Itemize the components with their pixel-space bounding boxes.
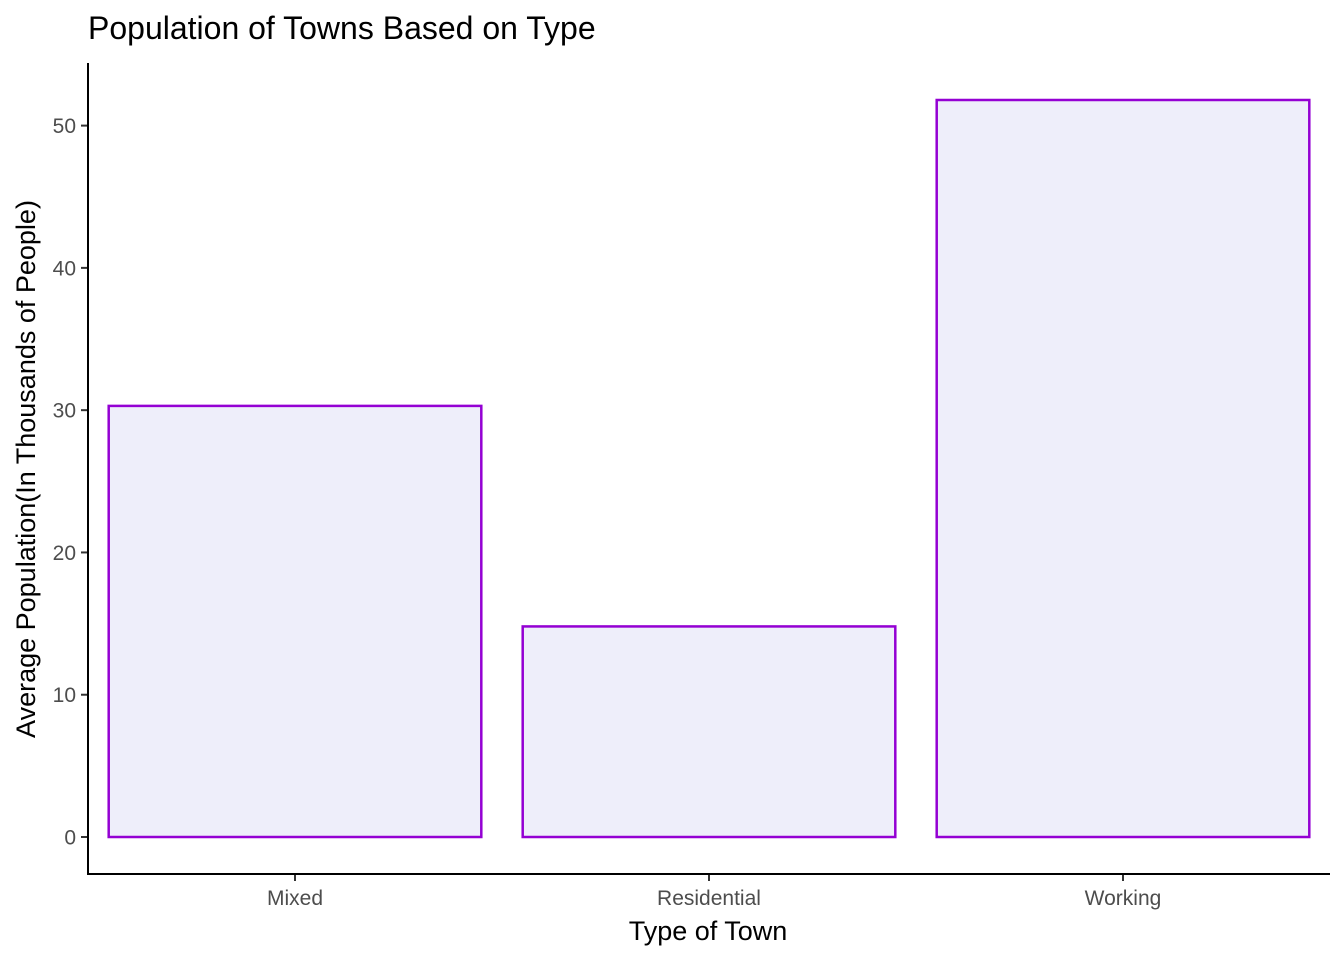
y-tick-label: 20 <box>53 542 76 565</box>
x-axis-ticks: Mixed Residential Working <box>267 874 1161 910</box>
y-tick-label: 30 <box>53 400 76 423</box>
x-tick-label: Residential <box>657 887 761 910</box>
bars-group <box>107 98 1311 839</box>
bar-mixed <box>107 404 483 839</box>
bar-working <box>935 98 1311 839</box>
x-tick-label: Mixed <box>267 887 323 910</box>
y-axis-title: Average Population(In Thousands of Peopl… <box>11 200 41 738</box>
y-axis-ticks: 0 10 20 30 40 50 <box>53 115 88 850</box>
x-tick-label: Working <box>1085 887 1162 910</box>
x-axis-title: Type of Town <box>629 916 788 946</box>
chart-title: Population of Towns Based on Type <box>88 10 596 46</box>
y-tick-label: 50 <box>53 115 76 138</box>
y-tick-label: 10 <box>53 684 76 707</box>
y-tick-label: 0 <box>64 827 76 850</box>
bar-residential <box>521 625 897 839</box>
y-tick-label: 40 <box>53 257 76 280</box>
